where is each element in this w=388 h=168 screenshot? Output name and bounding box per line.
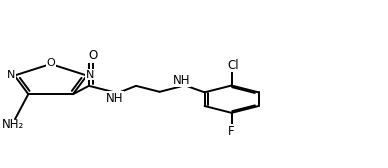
Text: O: O <box>46 58 55 68</box>
Text: NH: NH <box>173 74 191 87</box>
Text: O: O <box>88 49 97 62</box>
Text: N: N <box>7 70 16 80</box>
Text: Cl: Cl <box>228 59 239 72</box>
Text: NH: NH <box>106 92 123 105</box>
Text: F: F <box>228 125 235 138</box>
Text: NH₂: NH₂ <box>2 118 24 131</box>
Text: N: N <box>86 70 94 80</box>
